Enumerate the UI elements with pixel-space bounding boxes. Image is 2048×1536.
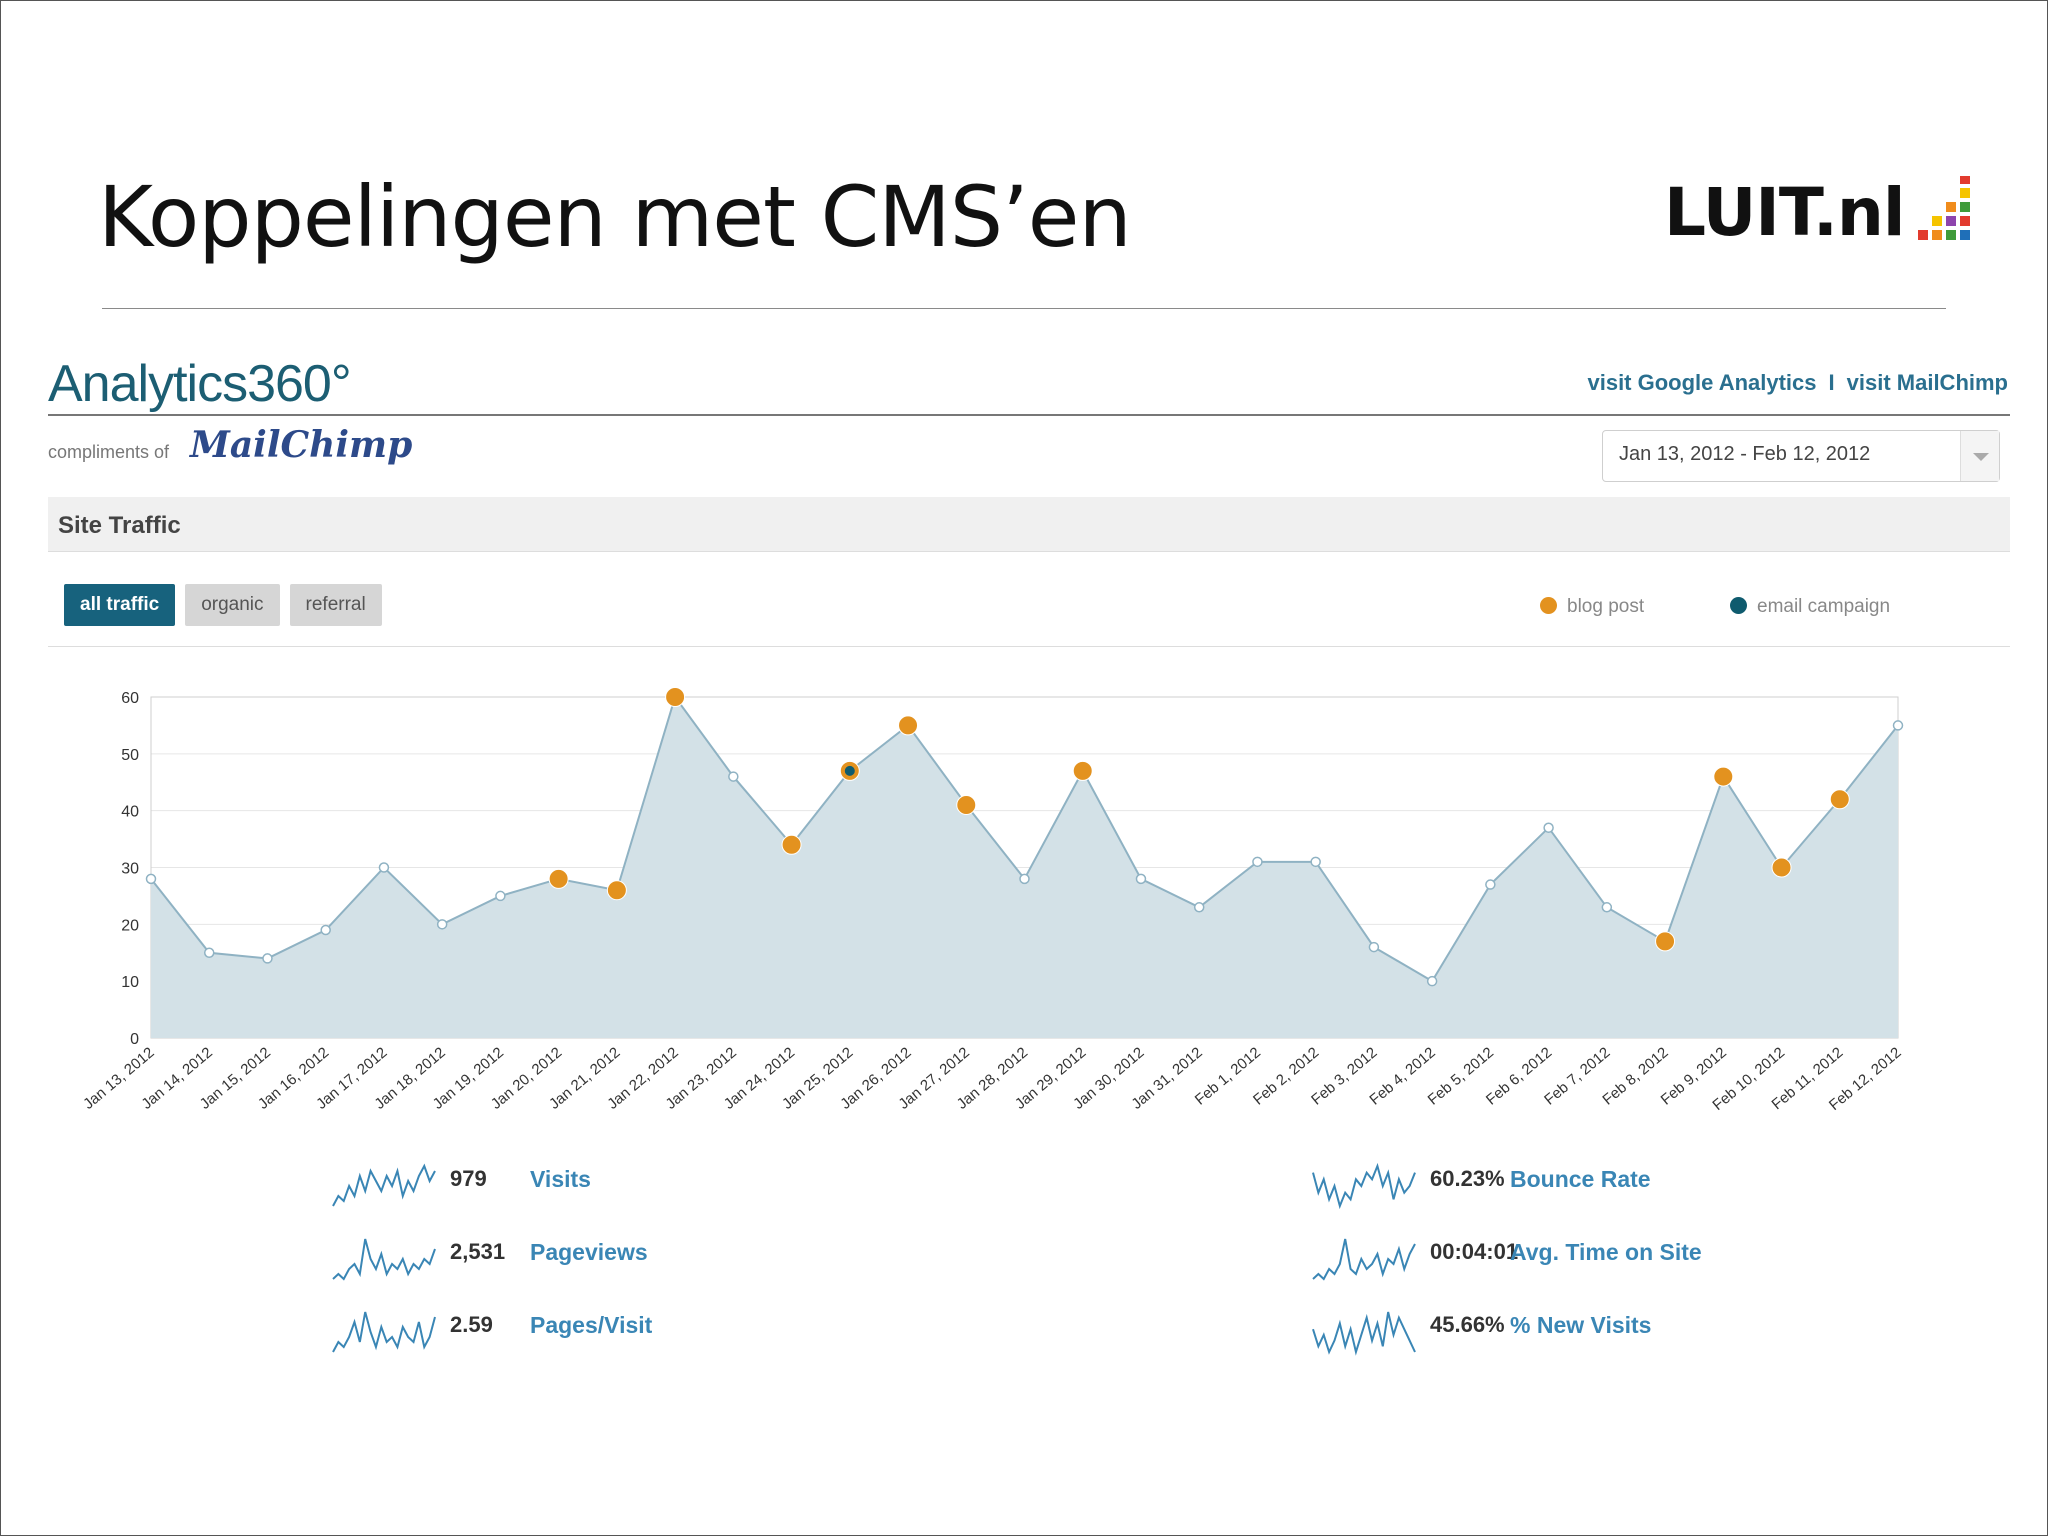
blog-post-point bbox=[1771, 857, 1792, 878]
legend-email-campaign: email campaign bbox=[1730, 596, 1890, 618]
blog-post-point bbox=[606, 880, 627, 901]
metric-pages-visit: 2.59 Pages/Visit bbox=[330, 1306, 790, 1366]
metric-visits: 979 Visits bbox=[330, 1160, 790, 1220]
blog-post-point bbox=[1655, 931, 1676, 952]
data-point bbox=[1252, 856, 1263, 868]
tabs-divider bbox=[48, 646, 2010, 647]
metric-label[interactable]: Visits bbox=[530, 1166, 591, 1192]
y-tick-label: 20 bbox=[121, 917, 139, 934]
visit-google-analytics-link[interactable]: visit Google Analytics bbox=[1587, 370, 1817, 395]
email-campaign-dot-icon bbox=[1730, 597, 1747, 614]
legend-email-campaign-label: email campaign bbox=[1757, 596, 1891, 617]
y-tick-label: 50 bbox=[121, 747, 139, 764]
sparkline-icon bbox=[1312, 1311, 1416, 1356]
y-tick-label: 10 bbox=[121, 974, 139, 991]
tab-organic[interactable]: organic bbox=[185, 584, 280, 626]
blog-post-point bbox=[781, 834, 802, 855]
metric-new-visits: 45.66%% New Visits bbox=[1310, 1306, 1770, 1366]
sparkline-icon bbox=[332, 1163, 436, 1207]
data-point bbox=[495, 890, 506, 902]
blog-post-point bbox=[956, 794, 977, 815]
brand-divider bbox=[48, 414, 2010, 416]
analytics360-brand: Analytics360° bbox=[48, 355, 352, 413]
sparkline-icon bbox=[332, 1238, 436, 1281]
data-point bbox=[320, 924, 331, 936]
data-point bbox=[1892, 720, 1904, 731]
blog-post-dot-icon bbox=[1540, 597, 1557, 614]
title-divider bbox=[102, 308, 1946, 309]
tab-referral[interactable]: referral bbox=[289, 584, 382, 626]
mailchimp-logo: MailChimp bbox=[190, 424, 413, 466]
metric-value: 00:04:01 bbox=[1430, 1239, 1519, 1264]
metric-label[interactable]: Avg. Time on Site bbox=[1510, 1239, 1702, 1265]
data-point bbox=[378, 862, 390, 873]
metric-value: 2,531 bbox=[450, 1239, 506, 1264]
metric-value: 979 bbox=[450, 1166, 487, 1191]
date-range-select[interactable]: Jan 13, 2012 - Feb 12, 2012 bbox=[1602, 430, 2000, 482]
data-point bbox=[1426, 975, 1438, 987]
data-point bbox=[1310, 856, 1321, 868]
site-traffic-header: Site Traffic bbox=[48, 497, 2010, 552]
visit-mailchimp-link[interactable]: visit MailChimp bbox=[1846, 370, 2008, 395]
sparkline-icon bbox=[1312, 1238, 1416, 1281]
metric-bounce-rate: 60.23% Bounce Rate bbox=[1310, 1160, 1770, 1220]
data-point bbox=[203, 947, 215, 958]
logo-text: LUIT.nl bbox=[1664, 174, 1906, 251]
traffic-tabs: all traffic organic referral bbox=[64, 584, 392, 626]
data-point bbox=[1601, 902, 1613, 913]
data-point bbox=[1135, 873, 1147, 885]
y-tick-label: 30 bbox=[121, 861, 139, 878]
metric-label[interactable]: Bounce Rate bbox=[1510, 1166, 1651, 1192]
logo-bars-icon bbox=[1918, 176, 1970, 240]
slide-title: Koppelingen met CMS’en bbox=[98, 168, 1132, 266]
sparkline-icon bbox=[1312, 1162, 1416, 1210]
y-tick-label: 0 bbox=[130, 1031, 139, 1048]
data-point bbox=[1368, 941, 1380, 953]
metric-pageviews: 2,531 Pageviews bbox=[330, 1233, 790, 1293]
blog-post-point bbox=[898, 715, 919, 736]
data-point bbox=[436, 919, 448, 930]
data-point bbox=[1019, 873, 1030, 885]
data-point bbox=[262, 953, 273, 964]
metric-label[interactable]: Pageviews bbox=[530, 1239, 648, 1265]
blog-post-point bbox=[665, 687, 686, 707]
data-point bbox=[1193, 902, 1205, 913]
y-tick-label: 60 bbox=[121, 690, 139, 707]
metric-label[interactable]: % New Visits bbox=[1510, 1312, 1652, 1338]
data-point bbox=[145, 873, 157, 885]
metric-avg-time-on-site: 00:04:01 Avg. Time on Site bbox=[1310, 1233, 1770, 1293]
date-range-value: Jan 13, 2012 - Feb 12, 2012 bbox=[1619, 443, 1871, 465]
y-tick-label: 40 bbox=[121, 804, 139, 821]
legend-blog-post: blog post bbox=[1540, 596, 1644, 618]
data-point bbox=[1543, 822, 1554, 833]
chevron-down-icon[interactable] bbox=[1960, 431, 1999, 481]
link-separator: I bbox=[1828, 370, 1835, 395]
metric-label[interactable]: Pages/Visit bbox=[530, 1312, 653, 1338]
metric-value: 2.59 bbox=[450, 1312, 493, 1337]
tab-all-traffic[interactable]: all traffic bbox=[64, 584, 176, 626]
legend-blog-post-label: blog post bbox=[1567, 596, 1645, 617]
blog-post-point bbox=[1829, 789, 1850, 810]
blog-post-point bbox=[1072, 760, 1093, 781]
blog-post-point bbox=[1713, 766, 1734, 787]
data-point bbox=[1485, 879, 1496, 890]
metric-value: 60.23% bbox=[1430, 1166, 1505, 1191]
email-campaign-point bbox=[844, 765, 855, 776]
traffic-area bbox=[151, 697, 1898, 1038]
sparkline-icon bbox=[332, 1311, 436, 1353]
site-traffic-title: Site Traffic bbox=[58, 512, 181, 539]
blog-post-point bbox=[548, 868, 569, 889]
data-point bbox=[728, 771, 739, 782]
metric-value: 45.66% bbox=[1430, 1312, 1505, 1337]
compliments-text: compliments of bbox=[48, 442, 170, 462]
